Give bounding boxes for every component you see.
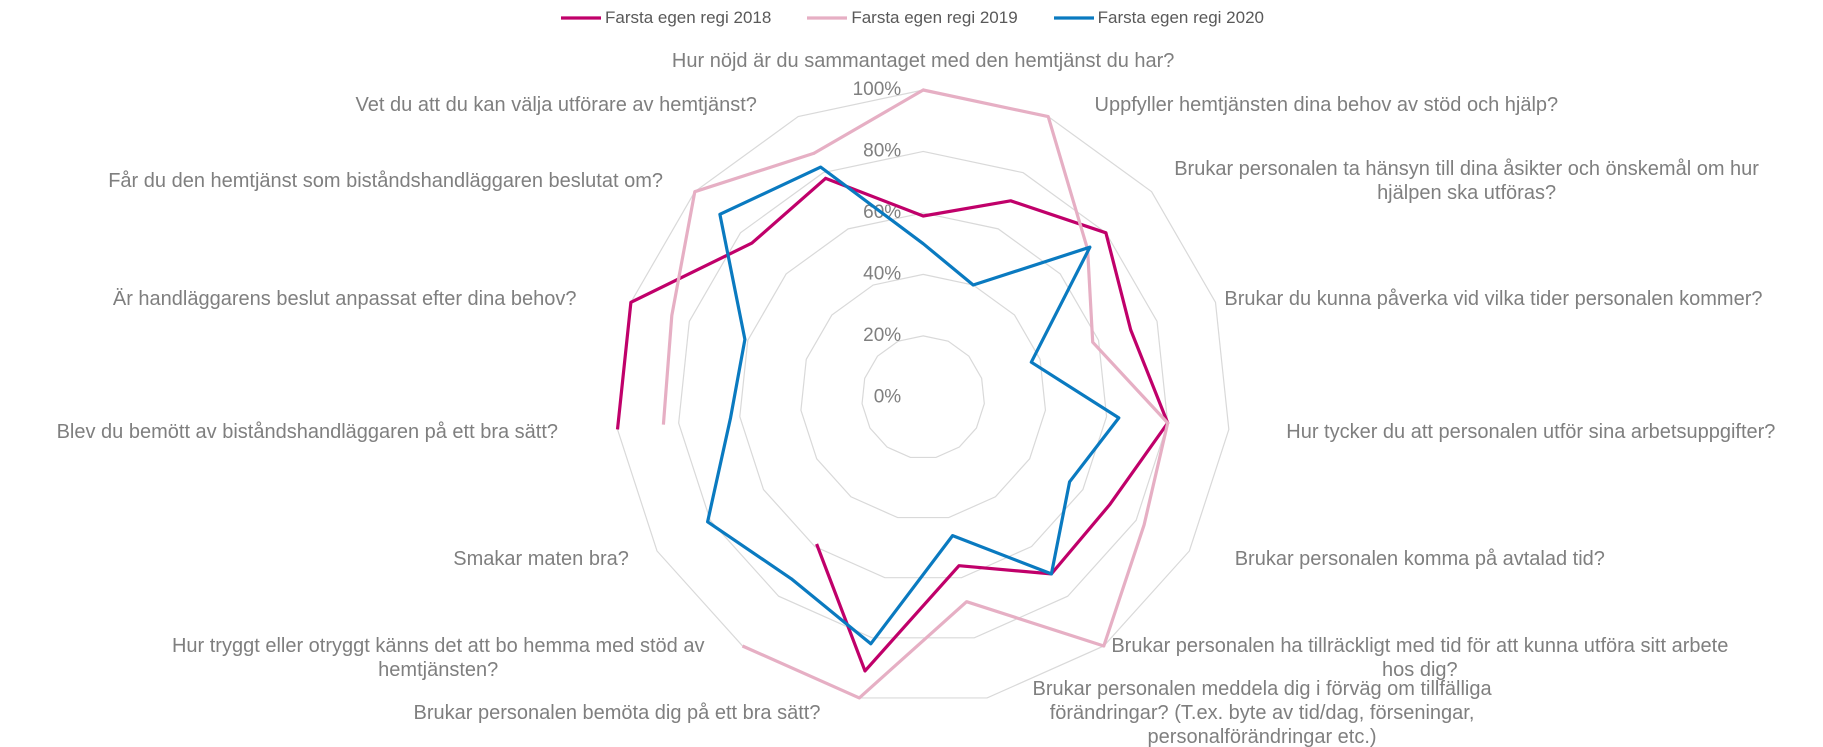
category-label: Hur tycker du att personalen utför sina …	[1286, 421, 1776, 444]
tick-label: 40%	[863, 263, 901, 284]
series-line	[661, 88, 1170, 700]
legend-swatch	[1053, 16, 1094, 20]
grid-ring	[861, 335, 985, 459]
category-label: Brukar personalen ha tillräckligt med ti…	[1111, 634, 1729, 681]
grid-ring	[739, 212, 1108, 579]
tick-label: 20%	[863, 325, 901, 346]
category-label: Vet du att du kan välja utförare av hemt…	[355, 94, 757, 117]
legend-text: Farsta egen regi 2019	[851, 8, 1018, 27]
legend-text: Farsta egen regi 2020	[1097, 8, 1265, 27]
tick-label: 100%	[853, 79, 902, 100]
legend-item: Farsta egen regi 2019	[805, 8, 1018, 28]
legend-item: Farsta egen regi 2020	[1052, 8, 1264, 28]
grid-ring	[616, 89, 1230, 699]
category-label: Brukar personalen ta hänsyn till dina ås…	[1174, 158, 1759, 205]
category-label: Är handläggarens beslut anpassat efter d…	[112, 288, 577, 311]
legend-swatch	[807, 16, 848, 20]
series-line	[615, 177, 1170, 673]
category-label: Smakar maten bra?	[453, 547, 629, 570]
closing-segment	[812, 88, 925, 155]
legend-text: Farsta egen regi 2018	[604, 8, 772, 27]
category-label: Får du den hemtjänst som biståndshandläg…	[108, 170, 664, 193]
category-label: Brukar personalen komma på avtalad tid?	[1234, 547, 1605, 570]
grid-ring	[678, 150, 1169, 639]
category-label: Uppfyller hemtjänsten dina behov av stöd…	[1094, 94, 1559, 117]
legend-swatch	[560, 16, 601, 20]
grid-ring	[800, 273, 1047, 519]
category-label: Hur nöjd är du sammantaget med den hemtj…	[671, 49, 1175, 72]
tick-label: 0%	[874, 386, 902, 407]
category-label: Brukar du kunna påverka vid vilka tider …	[1224, 288, 1763, 311]
category-label: Blev du bemött av biståndshandläggaren p…	[56, 421, 559, 444]
legend-item: Farsta egen regi 2018	[559, 8, 771, 28]
legend: Farsta egen regi 2018 Farsta egen regi 20…	[0, 8, 1823, 28]
category-label: Brukar personalen bemöta dig på ett bra …	[413, 701, 821, 724]
category-label: Brukar personalen meddela dig i förväg o…	[1032, 677, 1492, 747]
tick-label: 80%	[863, 140, 901, 161]
category-label: Hur tryggt eller otryggt känns det att b…	[171, 634, 705, 681]
series-line	[706, 165, 1121, 646]
